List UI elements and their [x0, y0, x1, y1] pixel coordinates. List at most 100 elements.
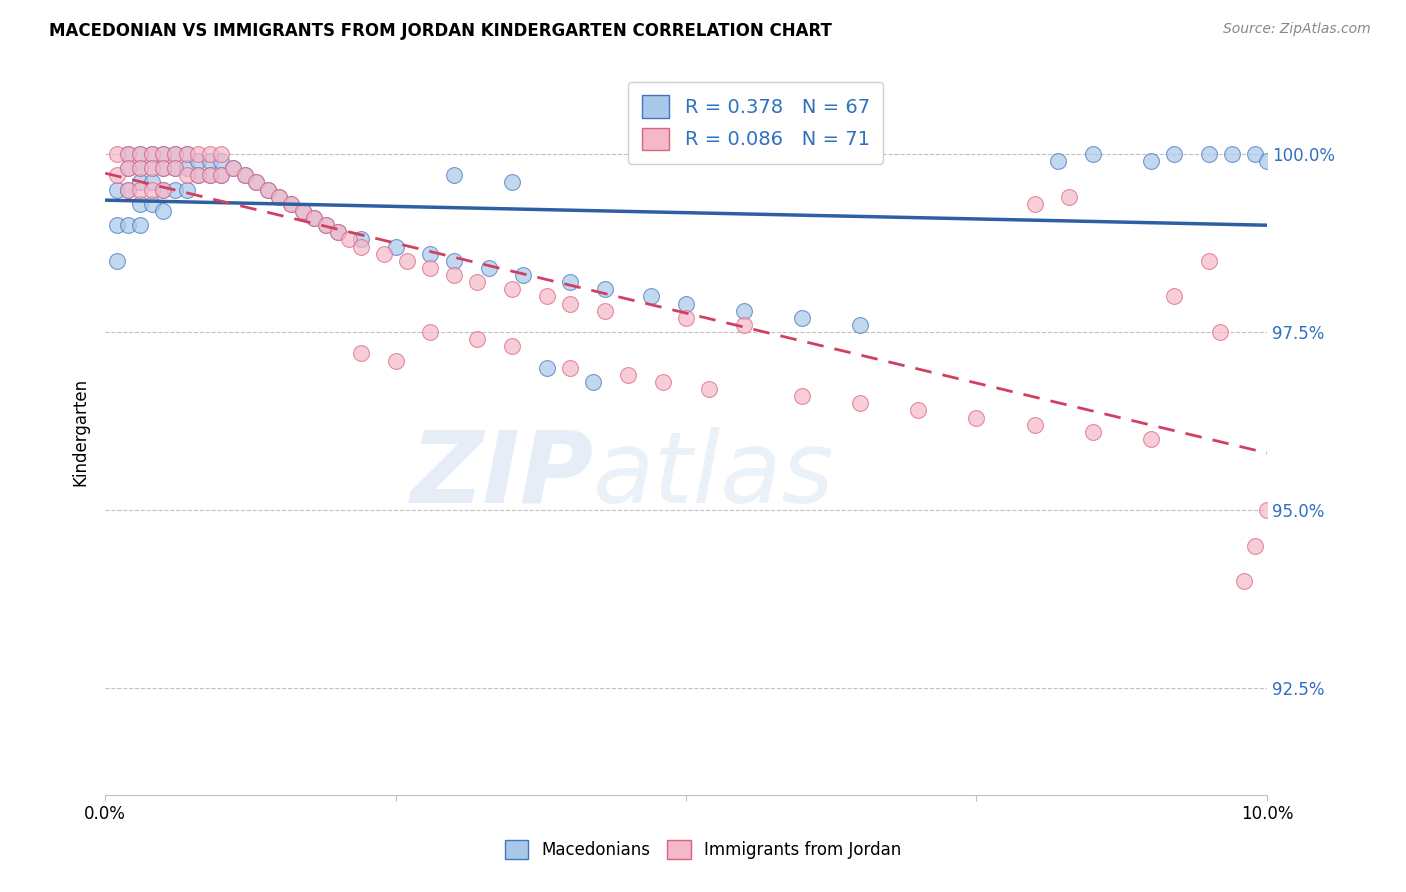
Point: [350, 346, 373, 360]
Point: [209, 154, 232, 169]
Point: [129, 161, 152, 176]
Point: [117, 161, 139, 176]
Point: [163, 147, 186, 161]
Point: [536, 289, 558, 303]
Point: [198, 147, 221, 161]
Text: Source: ZipAtlas.com: Source: ZipAtlas.com: [1223, 22, 1371, 37]
Point: [105, 253, 128, 268]
Y-axis label: Kindergarten: Kindergarten: [72, 377, 89, 486]
Point: [1209, 325, 1232, 339]
Point: [465, 332, 488, 346]
Point: [1081, 147, 1104, 161]
Point: [187, 169, 209, 183]
Point: [1046, 154, 1069, 169]
Point: [617, 368, 640, 382]
Point: [443, 169, 465, 183]
Point: [326, 225, 349, 239]
Point: [163, 161, 186, 176]
Point: [269, 190, 291, 204]
Point: [337, 232, 360, 246]
Point: [163, 161, 186, 176]
Point: [291, 204, 314, 219]
Point: [209, 147, 232, 161]
Point: [733, 318, 755, 332]
Point: [315, 218, 337, 232]
Point: [1139, 154, 1161, 169]
Point: [1024, 417, 1046, 432]
Point: [536, 360, 558, 375]
Point: [419, 260, 441, 275]
Point: [373, 246, 395, 260]
Point: [465, 275, 488, 289]
Point: [304, 211, 326, 226]
Point: [198, 169, 221, 183]
Point: [187, 154, 209, 169]
Point: [209, 169, 232, 183]
Point: [443, 268, 465, 282]
Point: [129, 183, 152, 197]
Point: [849, 396, 872, 410]
Point: [350, 232, 373, 246]
Legend: Macedonians, Immigrants from Jordan: Macedonians, Immigrants from Jordan: [496, 831, 910, 868]
Point: [675, 310, 697, 325]
Point: [558, 275, 581, 289]
Point: [1163, 147, 1185, 161]
Point: [233, 169, 256, 183]
Point: [280, 197, 302, 211]
Point: [733, 303, 755, 318]
Point: [105, 183, 128, 197]
Point: [849, 318, 872, 332]
Point: [222, 161, 245, 176]
Point: [1163, 289, 1185, 303]
Point: [582, 375, 605, 389]
Point: [105, 169, 128, 183]
Point: [129, 161, 152, 176]
Point: [198, 154, 221, 169]
Point: [1244, 147, 1267, 161]
Point: [117, 161, 139, 176]
Point: [129, 147, 152, 161]
Point: [129, 218, 152, 232]
Point: [233, 169, 256, 183]
Point: [163, 147, 186, 161]
Point: [209, 169, 232, 183]
Text: atlas: atlas: [593, 427, 835, 524]
Point: [792, 310, 814, 325]
Point: [129, 176, 152, 190]
Point: [176, 183, 198, 197]
Point: [152, 204, 174, 219]
Point: [141, 161, 163, 176]
Point: [141, 176, 163, 190]
Point: [1220, 147, 1243, 161]
Point: [176, 147, 198, 161]
Point: [1198, 253, 1220, 268]
Point: [152, 161, 174, 176]
Point: [675, 296, 697, 310]
Point: [593, 282, 616, 296]
Point: [269, 190, 291, 204]
Point: [187, 147, 209, 161]
Point: [129, 197, 152, 211]
Point: [291, 204, 314, 219]
Point: [315, 218, 337, 232]
Point: [419, 246, 441, 260]
Point: [501, 282, 523, 296]
Legend: R = 0.378   N = 67, R = 0.086   N = 71: R = 0.378 N = 67, R = 0.086 N = 71: [628, 82, 883, 164]
Point: [350, 239, 373, 253]
Point: [152, 147, 174, 161]
Point: [152, 183, 174, 197]
Text: ZIP: ZIP: [411, 427, 593, 524]
Point: [141, 197, 163, 211]
Point: [907, 403, 929, 417]
Point: [558, 360, 581, 375]
Point: [326, 225, 349, 239]
Point: [792, 389, 814, 403]
Point: [651, 375, 673, 389]
Point: [1256, 154, 1278, 169]
Point: [152, 183, 174, 197]
Point: [187, 169, 209, 183]
Point: [1059, 190, 1081, 204]
Point: [176, 147, 198, 161]
Point: [1024, 197, 1046, 211]
Text: MACEDONIAN VS IMMIGRANTS FROM JORDAN KINDERGARTEN CORRELATION CHART: MACEDONIAN VS IMMIGRANTS FROM JORDAN KIN…: [49, 22, 832, 40]
